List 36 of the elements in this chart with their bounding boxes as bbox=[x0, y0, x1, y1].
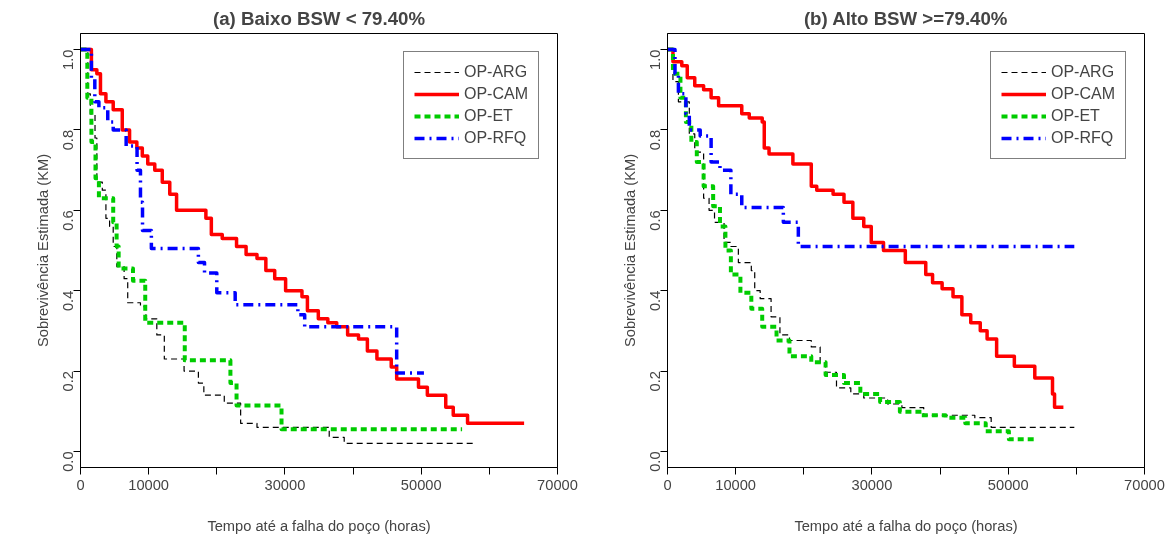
y-tick-label: 0.6 bbox=[647, 210, 664, 231]
x-tick-label: 0 bbox=[663, 476, 672, 493]
legend-label: OP-CAM bbox=[464, 85, 528, 103]
y-axis-title: Sobrevivência Estimada (KM) bbox=[34, 153, 51, 348]
x-tick-label: 0 bbox=[76, 476, 85, 493]
y-tick-label: 0.0 bbox=[647, 451, 664, 472]
chart-title: (b) Alto BSW >=79.40% bbox=[803, 7, 1008, 29]
y-tick-label: 1.0 bbox=[60, 49, 77, 70]
y-tick-label: 0.6 bbox=[60, 210, 77, 231]
y-tick-label: 0.8 bbox=[60, 129, 77, 151]
x-tick-label: 70000 bbox=[1124, 476, 1165, 493]
legend-label: OP-RFQ bbox=[1051, 129, 1114, 147]
y-tick-label: 0.2 bbox=[60, 371, 77, 392]
y-tick-label: 0.4 bbox=[60, 290, 77, 312]
y-tick-label: 0.0 bbox=[60, 451, 77, 472]
legend-label: OP-RFQ bbox=[464, 129, 527, 147]
x-tick-label: 50000 bbox=[987, 476, 1029, 493]
y-tick-label: 1.0 bbox=[647, 49, 664, 70]
x-tick-label: 30000 bbox=[851, 476, 893, 493]
x-tick-label: 10000 bbox=[715, 476, 757, 493]
legend-label: OP-ARG bbox=[464, 63, 528, 81]
chart-title: (a) Baixo BSW < 79.40% bbox=[212, 7, 426, 29]
y-tick-label: 0.8 bbox=[647, 129, 664, 151]
y-tick-label: 0.2 bbox=[647, 371, 664, 392]
x-tick-label: 30000 bbox=[264, 476, 306, 493]
x-axis-title: Tempo até a falha do poço (horas) bbox=[207, 517, 431, 534]
legend-label: OP-CAM bbox=[1051, 85, 1115, 103]
y-axis-title: Sobrevivência Estimada (KM) bbox=[621, 153, 638, 348]
x-axis-title: Tempo até a falha do poço (horas) bbox=[794, 517, 1018, 534]
legend-label: OP-ET bbox=[1051, 107, 1100, 125]
legend-label: OP-ET bbox=[464, 107, 513, 125]
x-tick-label: 70000 bbox=[537, 476, 578, 493]
legend-label: OP-ARG bbox=[1051, 63, 1115, 81]
x-tick-label: 50000 bbox=[400, 476, 442, 493]
x-tick-label: 10000 bbox=[128, 476, 170, 493]
y-tick-label: 0.4 bbox=[647, 290, 664, 312]
